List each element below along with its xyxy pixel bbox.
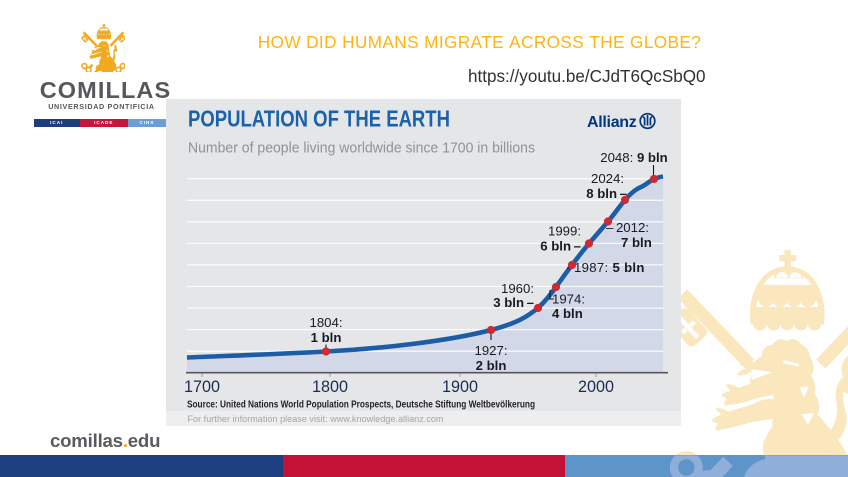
svg-text:4 bln: 4 bln [552,306,583,321]
svg-text:2024:: 2024: [591,171,624,186]
svg-text:Source: United Nations World P: Source: United Nations World Population … [187,400,535,411]
svg-text:1800: 1800 [312,378,348,396]
svg-text:8 bln –: 8 bln – [586,186,627,201]
svg-text:1987: 5 bln: 1987: 5 bln [574,260,645,275]
svg-text:Number of people living worldw: Number of people living worldwide since … [188,141,535,157]
svg-text:6 bln –: 6 bln – [540,239,581,254]
svg-text:1960:: 1960: [501,281,534,296]
svg-text:2 bln: 2 bln [476,358,507,373]
svg-text:2048: 9 bln: 2048: 9 bln [600,150,667,165]
svg-text:Allianz: Allianz [587,114,637,131]
svg-text:7 bln: 7 bln [621,235,652,250]
svg-text:1974:: 1974: [552,292,585,307]
svg-text:POPULATION OF THE EARTH: POPULATION OF THE EARTH [188,106,450,132]
svg-text:For further information please: For further information please visit: ww… [188,414,444,425]
svg-text:1999:: 1999: [548,224,581,239]
svg-text:1700: 1700 [184,378,220,396]
svg-text:1900: 1900 [442,378,478,396]
svg-text:2000: 2000 [578,378,614,396]
svg-text:1927:: 1927: [474,343,507,358]
svg-text:1 bln: 1 bln [311,330,342,345]
svg-text:– 2012:: – 2012: [606,220,649,235]
svg-text:3 bln –: 3 bln – [493,295,534,310]
svg-text:1804:: 1804: [309,315,342,330]
